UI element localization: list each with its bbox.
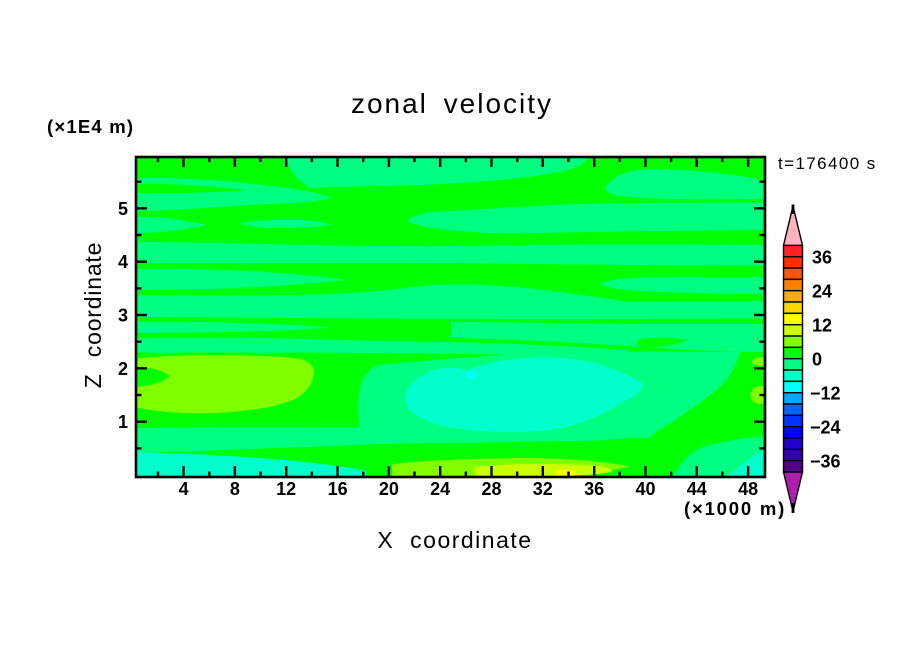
svg-text:16: 16 bbox=[328, 479, 348, 499]
svg-text:28: 28 bbox=[481, 479, 501, 499]
svg-text:12: 12 bbox=[276, 479, 296, 499]
svg-text:40: 40 bbox=[635, 479, 655, 499]
svg-text:−24: −24 bbox=[810, 417, 841, 437]
svg-text:t=176400 s: t=176400 s bbox=[778, 154, 877, 173]
svg-text:(×1000 m): (×1000 m) bbox=[684, 498, 786, 519]
svg-text:zonal velocity: zonal velocity bbox=[351, 88, 553, 119]
svg-text:(×1E4 m): (×1E4 m) bbox=[47, 116, 134, 137]
svg-text:−36: −36 bbox=[810, 451, 841, 471]
svg-text:36: 36 bbox=[812, 247, 832, 267]
svg-text:12: 12 bbox=[812, 315, 832, 335]
svg-text:X coordinate: X coordinate bbox=[377, 527, 532, 553]
svg-text:3: 3 bbox=[118, 306, 128, 326]
svg-text:1: 1 bbox=[118, 412, 128, 432]
svg-text:36: 36 bbox=[584, 479, 604, 499]
svg-text:0: 0 bbox=[812, 349, 822, 369]
svg-text:4: 4 bbox=[118, 252, 128, 272]
svg-text:4: 4 bbox=[179, 479, 189, 499]
svg-text:20: 20 bbox=[379, 479, 399, 499]
svg-text:2: 2 bbox=[118, 359, 128, 379]
svg-text:−12: −12 bbox=[810, 383, 841, 403]
svg-text:8: 8 bbox=[230, 479, 240, 499]
svg-text:5: 5 bbox=[118, 199, 128, 219]
svg-text:32: 32 bbox=[533, 479, 553, 499]
svg-text:24: 24 bbox=[812, 281, 832, 301]
svg-text:48: 48 bbox=[738, 479, 758, 499]
svg-text:44: 44 bbox=[687, 479, 707, 499]
svg-text:24: 24 bbox=[430, 479, 450, 499]
svg-text:Z coordinate: Z coordinate bbox=[80, 242, 106, 388]
